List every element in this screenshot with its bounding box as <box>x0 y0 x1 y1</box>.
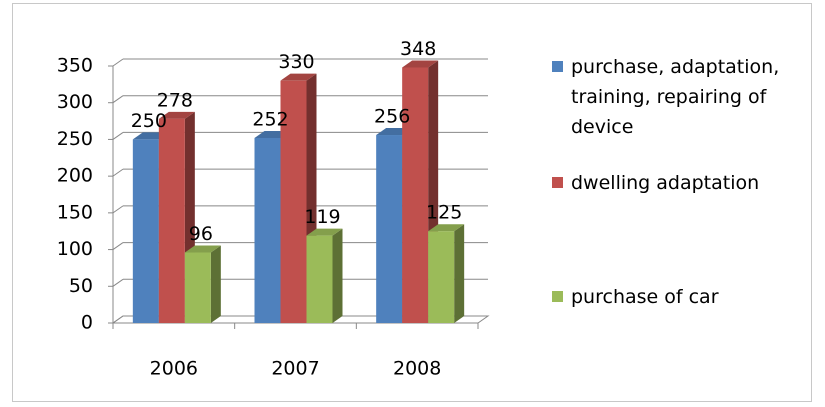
bar-top <box>158 111 195 119</box>
value-label: 96 <box>189 223 213 245</box>
y-tick-label: 0 <box>81 312 93 334</box>
bar-front <box>280 80 307 323</box>
value-label: 119 <box>304 206 340 228</box>
value-label: 278 <box>157 89 193 111</box>
bar <box>428 224 465 323</box>
legend-label: dwelling adaptation <box>571 172 760 194</box>
grid-line <box>112 132 124 140</box>
bar-front <box>376 135 403 323</box>
legend-item: purchase, adaptation, training, repairin… <box>552 52 802 142</box>
bar-front <box>132 139 159 323</box>
legend-label: purchase, adaptation, training, repairin… <box>571 56 780 138</box>
grid-line <box>112 205 124 214</box>
bar <box>184 245 221 323</box>
y-tick-label: 350 <box>57 55 93 77</box>
value-label: 256 <box>374 106 410 128</box>
legend-swatch <box>552 61 563 72</box>
y-tick-label: 300 <box>57 91 93 113</box>
bar-top <box>428 224 465 232</box>
x-tick-label: 2008 <box>393 358 441 380</box>
value-label: 252 <box>252 108 288 130</box>
grid-line <box>112 58 124 67</box>
x-tick-label: 2007 <box>271 358 319 380</box>
legend-item: dwelling adaptation <box>552 168 802 198</box>
y-tick-label: 50 <box>69 275 93 297</box>
bar-top <box>402 60 439 68</box>
bar-front <box>306 235 333 323</box>
grid-line <box>112 242 124 250</box>
bar-top <box>280 73 317 81</box>
value-label: 348 <box>400 38 436 60</box>
legend-swatch <box>552 291 563 302</box>
bar-top <box>184 245 221 253</box>
bar-side <box>332 228 343 323</box>
bar-front <box>254 137 281 323</box>
legend-item: purchase of car <box>552 282 802 312</box>
grid-line <box>112 168 124 177</box>
value-label: 250 <box>131 110 167 132</box>
grid-line <box>112 95 124 104</box>
grid-line <box>112 278 124 287</box>
y-tick-label: 100 <box>57 238 93 260</box>
bar <box>306 228 343 323</box>
bar-front <box>184 252 211 323</box>
bar-side <box>454 224 465 323</box>
bar-front <box>402 67 429 324</box>
bar-top <box>306 228 343 236</box>
y-tick-label: 200 <box>57 165 93 187</box>
x-tick-label: 2006 <box>150 358 198 380</box>
bar-side <box>210 245 221 323</box>
value-label: 330 <box>278 51 314 73</box>
bar-front <box>428 231 455 323</box>
bar-front <box>158 118 185 324</box>
y-tick-label: 250 <box>57 128 93 150</box>
legend-label: purchase of car <box>571 286 719 308</box>
legend-swatch <box>552 177 563 188</box>
grid-line <box>112 315 124 324</box>
value-label: 125 <box>426 202 462 224</box>
y-tick-label: 150 <box>57 201 93 223</box>
